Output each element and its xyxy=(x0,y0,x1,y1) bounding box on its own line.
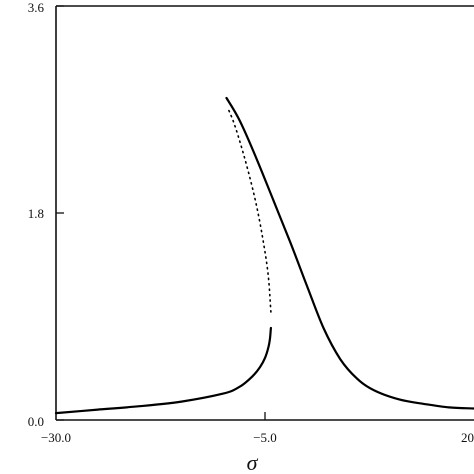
y-tick-label-top: 3.6 xyxy=(28,0,45,15)
series-line-2-dotted xyxy=(226,106,272,313)
y-ticks: 3.6 1.8 0.0 xyxy=(28,0,64,429)
y-tick-label-mid: 1.8 xyxy=(28,206,44,221)
series-layer xyxy=(54,96,474,415)
x-tick-label-left: −30.0 xyxy=(41,430,71,445)
x-axis-label: σ xyxy=(247,450,259,474)
x-ticks: −30.0 −5.0 20 xyxy=(41,412,474,445)
series-line-3-solid xyxy=(225,96,474,410)
series-line-1-solid xyxy=(54,326,272,415)
x-tick-label-mid: −5.0 xyxy=(253,430,277,445)
x-tick-label-right: 20 xyxy=(461,430,474,445)
y-tick-label-bottom: 0.0 xyxy=(28,414,44,429)
